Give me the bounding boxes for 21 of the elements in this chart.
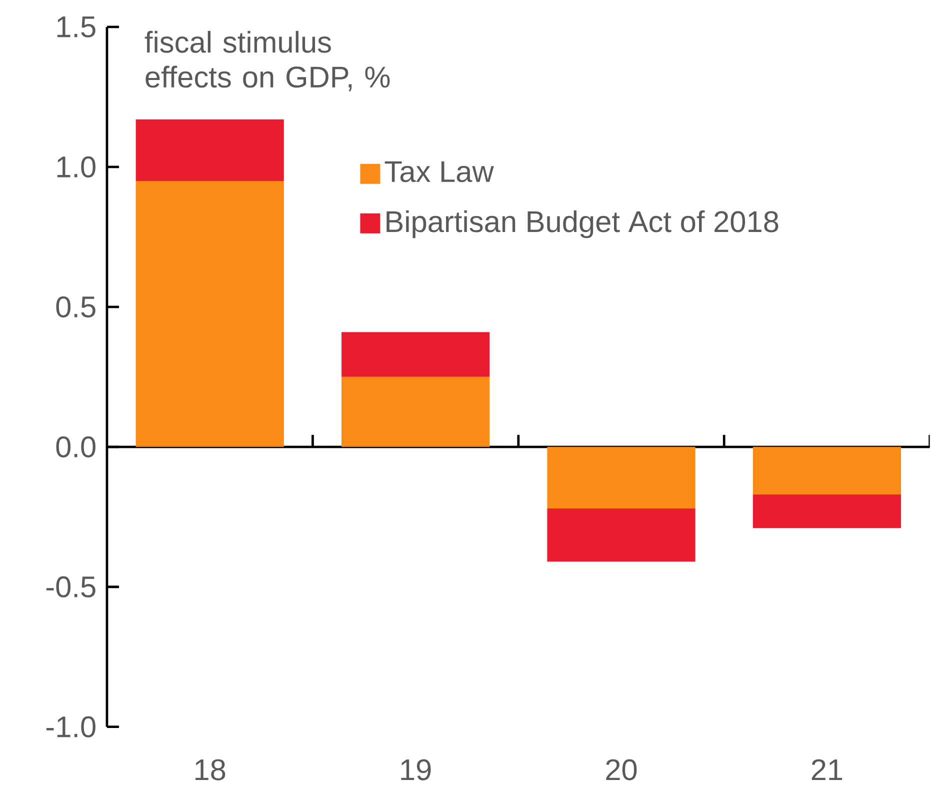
bar bbox=[341, 376, 490, 447]
legend-label: Bipartisan Budget Act of 2018 bbox=[386, 210, 778, 238]
y-tick-label: 1.0 bbox=[57, 156, 96, 178]
y-tick-label: -0.5 bbox=[46, 576, 96, 598]
x-tick-label: 20 bbox=[606, 759, 637, 780]
y-tick-label: 0.0 bbox=[56, 436, 96, 458]
y-tick-label: 1.5 bbox=[57, 16, 96, 38]
text: fiscal stimulus effects on GDP, % bbox=[144, 30, 390, 92]
bar bbox=[752, 494, 902, 528]
bar bbox=[341, 332, 490, 377]
bar bbox=[752, 446, 902, 494]
bar bbox=[136, 180, 284, 447]
bar bbox=[136, 119, 284, 181]
x-tick-label: 21 bbox=[812, 759, 842, 780]
y-tick-label: 0.5 bbox=[56, 296, 96, 318]
legend-label: Tax Law bbox=[384, 161, 494, 182]
x-tick-label: 19 bbox=[401, 759, 431, 780]
y-tick-label: -1.0 bbox=[46, 716, 96, 738]
x-tick-label: 18 bbox=[196, 759, 226, 780]
bar bbox=[547, 508, 696, 562]
bar bbox=[547, 446, 696, 508]
